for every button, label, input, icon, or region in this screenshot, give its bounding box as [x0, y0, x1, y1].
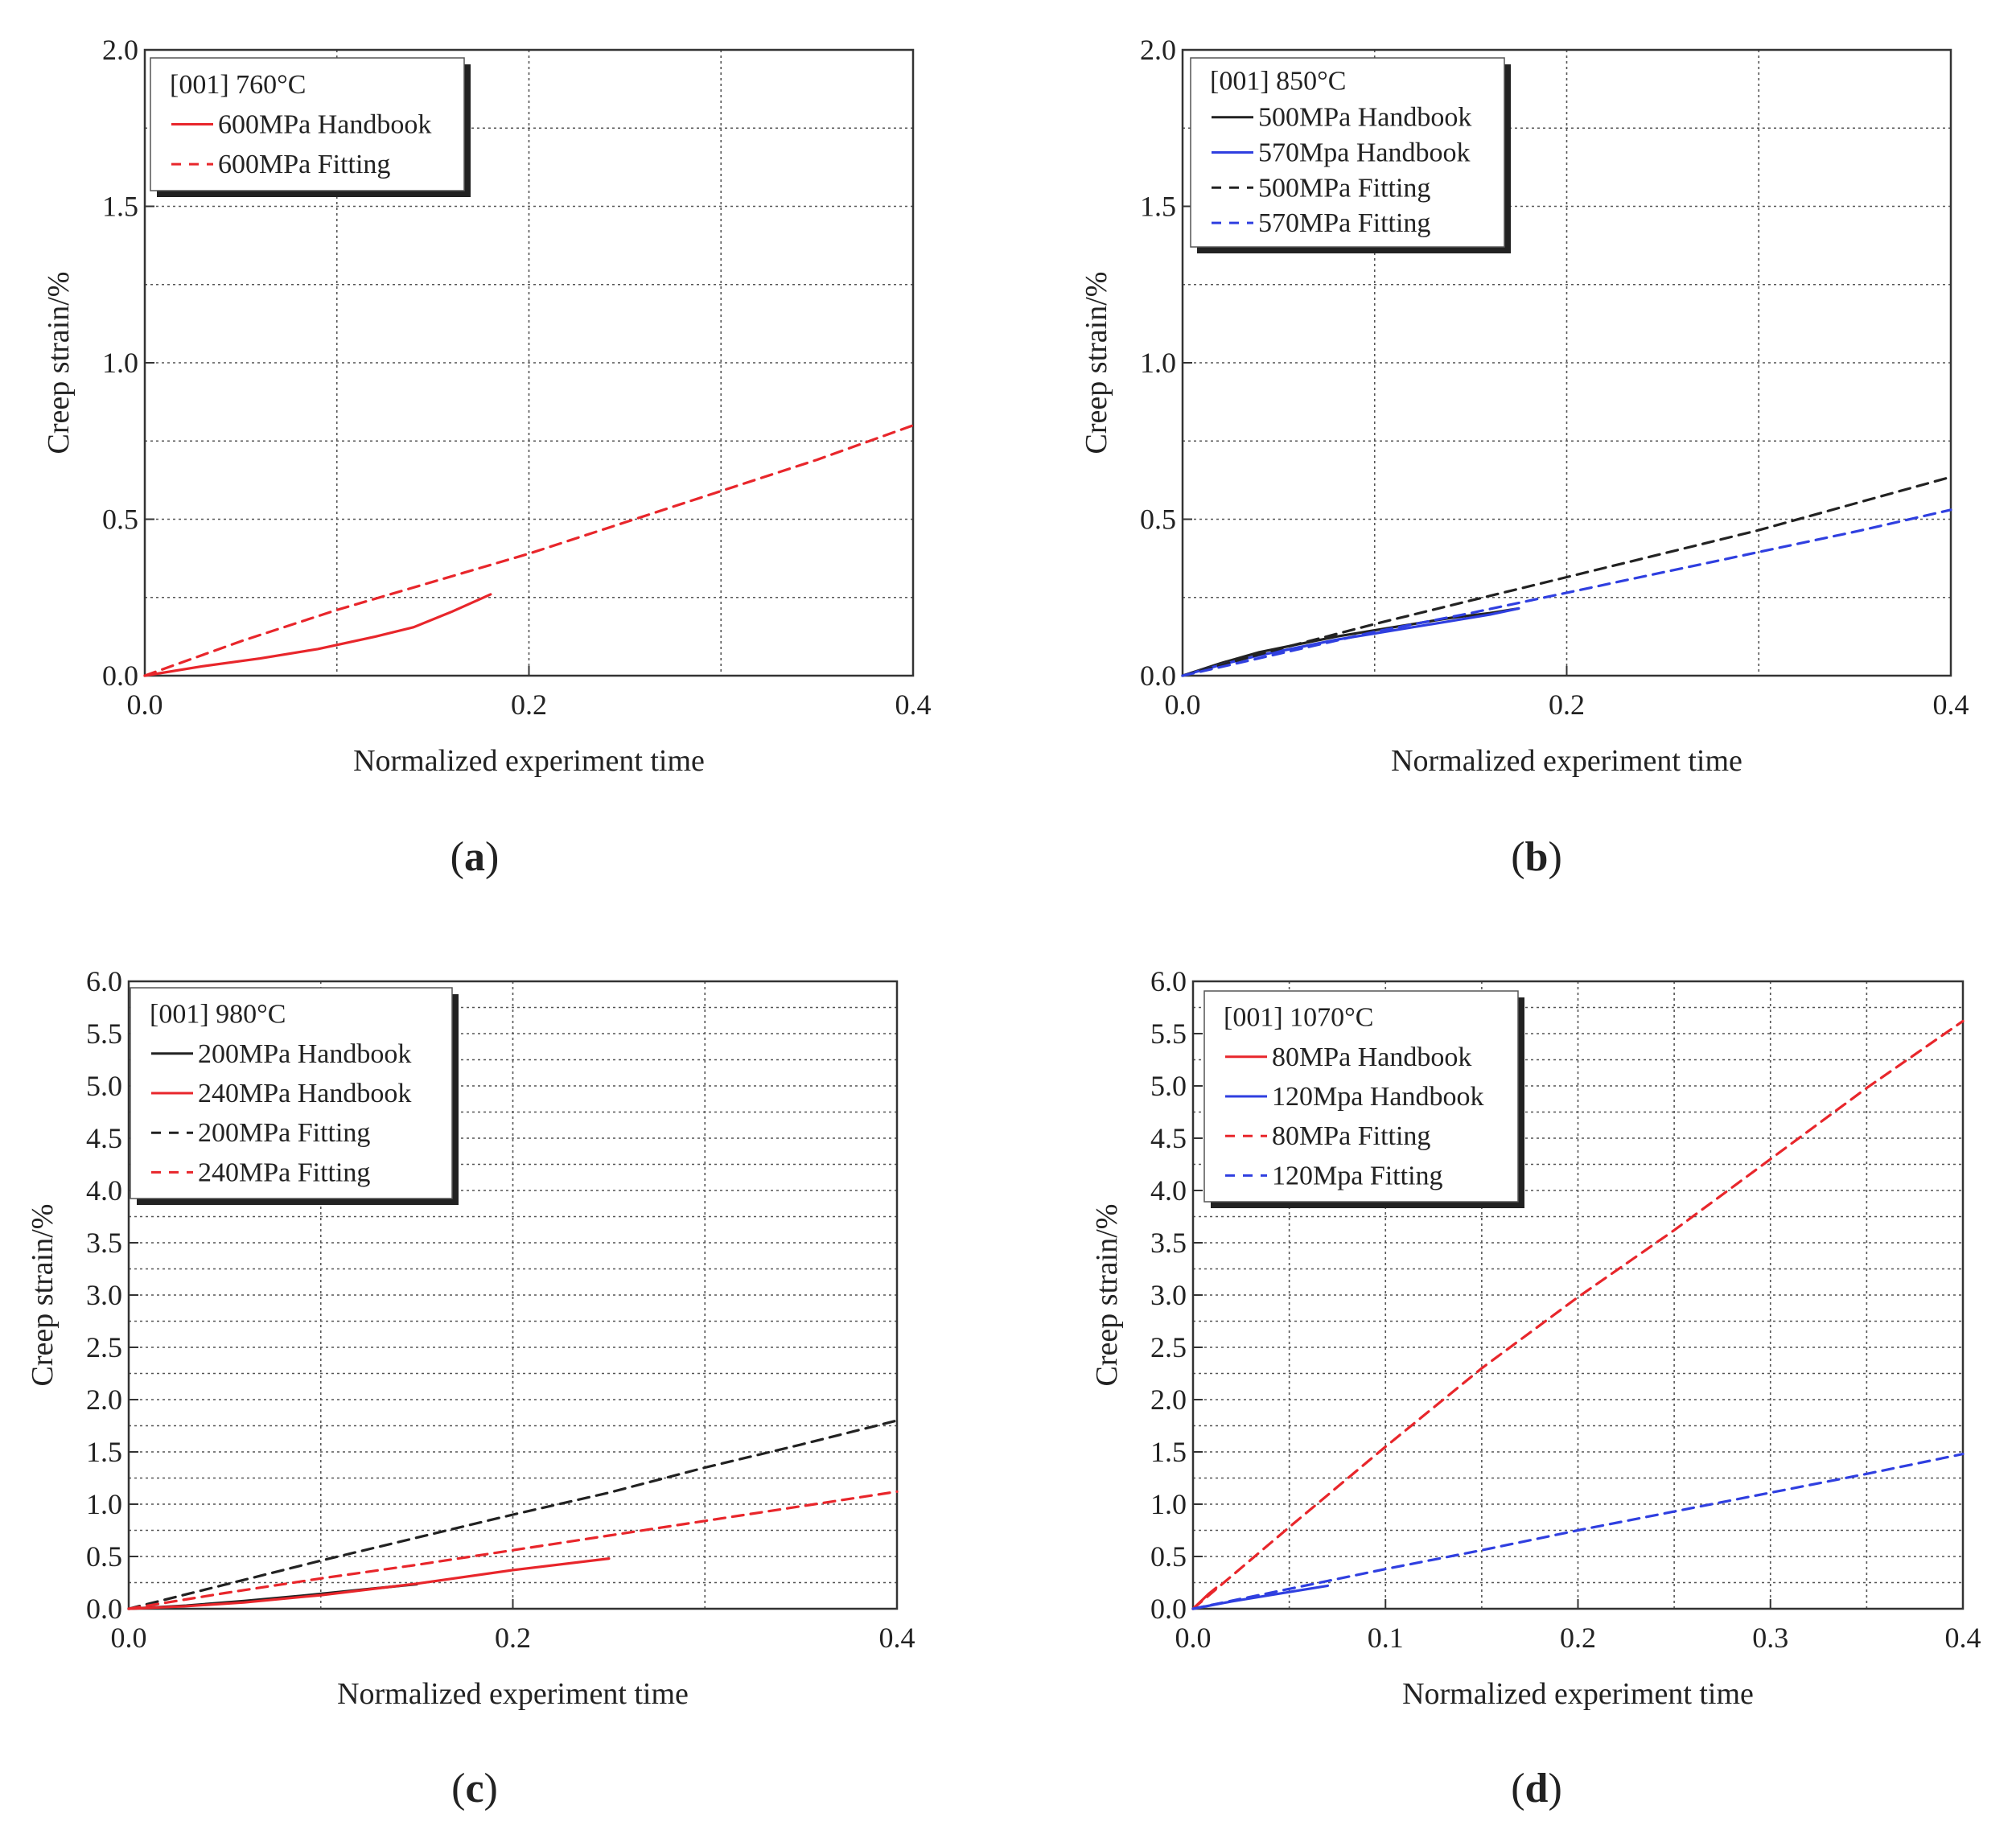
panel-b-legend-title: [001] 850°C [1210, 67, 1346, 97]
panel-c-y-tick-label: 5.0 [86, 1070, 122, 1102]
panel-c-legend-label-3: 200MPa Fitting [198, 1118, 370, 1148]
panel-a-x-tick-label: 0.0 [127, 689, 163, 721]
panel-a-series-1-line [143, 593, 492, 677]
panel-b-series-2-line [1181, 606, 1520, 677]
panel-c-y-tick-label: 2.5 [86, 1331, 122, 1363]
panel-a-series-2-line [143, 424, 915, 677]
panel-c-legend-title: [001] 980°C [150, 999, 286, 1029]
panel-d-x-axis-label: Normalized experiment time [1402, 1677, 1754, 1711]
panel-c-x-axis-label: Normalized experiment time [337, 1677, 689, 1711]
panel-c-y-tick-label: 5.5 [86, 1018, 122, 1050]
panel-c-y-tick-label: 4.0 [86, 1174, 122, 1207]
panel-c-y-tick-label: 6.0 [86, 965, 122, 997]
panel-b: 0.0 0.2 0.4 0.0 0.5 1.0 1.5 2.0 Normalized exper… [1080, 34, 1969, 880]
panel-a-x-axis-label: Normalized experiment time [353, 744, 705, 778]
panel-c-x-tick-label: 0.2 [495, 1622, 531, 1654]
panel-a-y-tick-label: 2.0 [102, 34, 138, 66]
panel-c-y-tick-label: 3.5 [86, 1227, 122, 1259]
panel-c-y-tick-label: 1.0 [86, 1488, 122, 1520]
panel-a-legend-label-2: 600MPa Fitting [218, 150, 390, 179]
panel-d-x-tick-label: 0.1 [1368, 1622, 1404, 1654]
panel-a-x-tick-label: 0.2 [511, 689, 547, 721]
panel-b-y-tick-label: 1.0 [1140, 347, 1176, 379]
panel-c-y-axis-label: Creep strain/% [26, 1204, 60, 1387]
panel-d-legend-label-3: 80MPa Fitting [1272, 1121, 1430, 1151]
panel-a-caption: (a) [451, 834, 500, 880]
panel-d-y-tick-label: 5.5 [1150, 1018, 1187, 1050]
panel-d-x-tick-label: 0.0 [1175, 1622, 1212, 1654]
panel-b-x-tick-label: 0.4 [1933, 689, 1969, 721]
panel-c-caption: (c) [451, 1766, 498, 1811]
panel-b-legend-label-4: 570MPa Fitting [1258, 208, 1430, 238]
panel-d-y-tick-label: 3.5 [1150, 1227, 1187, 1259]
panel-d-series-4-line [1191, 1452, 1965, 1610]
panel-b-y-axis-label: Creep strain/% [1080, 272, 1113, 454]
panel-c-legend-label-1: 200MPa Handbook [198, 1039, 411, 1069]
panel-d-legend-label-1: 80MPa Handbook [1272, 1042, 1471, 1072]
panel-a: 0.0 0.2 0.4 0.0 0.5 1.0 1.5 2.0 Normalized exper… [42, 34, 932, 880]
panel-c-series-2-line [127, 1556, 611, 1610]
panel-d-y-tick-label: 5.0 [1150, 1070, 1187, 1102]
panel-c-y-tick-label: 0.0 [86, 1593, 122, 1625]
panel-d-y-tick-label: 2.0 [1150, 1384, 1187, 1416]
panel-b-series-1-line [1181, 606, 1520, 677]
panel-b-y-tick-label: 0.0 [1140, 660, 1176, 692]
panel-b-legend-label-3: 500MPa Fitting [1258, 173, 1430, 203]
panel-c-x-tick-label: 0.0 [111, 1622, 147, 1654]
panel-d-x-tick-label: 0.4 [1945, 1622, 1981, 1654]
panel-b-caption: (b) [1511, 834, 1562, 880]
panel-a-y-tick-label: 1.0 [102, 347, 138, 379]
panel-d-series-3-line [1191, 1019, 1965, 1610]
panel-c-x-tick-label: 0.4 [879, 1622, 915, 1654]
panel-c-y-tick-label: 0.5 [86, 1540, 122, 1573]
panel-d-y-tick-label: 1.0 [1150, 1488, 1187, 1520]
panel-c-y-tick-label: 2.0 [86, 1384, 122, 1416]
panel-b-y-tick-label: 0.5 [1140, 504, 1176, 536]
panel-a-y-tick-label: 0.5 [102, 504, 138, 536]
panel-c-series-3-line [127, 1419, 899, 1610]
panel-b-x-axis-label: Normalized experiment time [1391, 744, 1742, 778]
panel-d-y-tick-label: 4.0 [1150, 1174, 1187, 1207]
panel-c-y-tick-label: 3.0 [86, 1279, 122, 1311]
panel-d-y-axis-label: Creep strain/% [1090, 1204, 1124, 1387]
panel-c-legend-label-2: 240MPa Handbook [198, 1079, 411, 1108]
panel-a-legend-label-1: 600MPa Handbook [218, 110, 431, 140]
panel-a-y-tick-label: 1.5 [102, 191, 138, 223]
panel-d-y-tick-label: 4.5 [1150, 1122, 1187, 1154]
panel-d: 0.0 0.1 0.2 0.3 0.4 0.0 0.5 1.0 1.5 2.0 2.5 3.0 3.5 4… [1090, 965, 1981, 1811]
panel-b-series-3-line [1181, 475, 1952, 677]
panel-d-y-tick-label: 2.5 [1150, 1331, 1187, 1363]
panel-d-x-tick-label: 0.2 [1560, 1622, 1596, 1654]
panel-c-series-4-line [127, 1490, 899, 1610]
panel-d-y-tick-label: 6.0 [1150, 965, 1187, 997]
panel-d-legend-label-2: 120Mpa Handbook [1272, 1082, 1483, 1112]
panel-d-y-tick-label: 3.0 [1150, 1279, 1187, 1311]
panel-b-x-tick-label: 0.0 [1165, 689, 1201, 721]
panel-a-x-tick-label: 0.4 [895, 689, 932, 721]
panel-c-y-tick-label: 1.5 [86, 1436, 122, 1468]
panel-b-series-4-line [1181, 508, 1952, 677]
panel-b-x-tick-label: 0.2 [1549, 689, 1585, 721]
panel-a-y-axis-label: Creep strain/% [42, 272, 76, 454]
panel-c-legend-label-4: 240MPa Fitting [198, 1157, 370, 1187]
panel-d-legend-label-4: 120Mpa Fitting [1272, 1161, 1443, 1190]
panel-d-y-tick-label: 1.5 [1150, 1436, 1187, 1468]
panel-b-legend-label-1: 500MPa Handbook [1258, 103, 1471, 133]
panel-d-y-tick-label: 0.0 [1150, 1593, 1187, 1625]
panel-b-legend-label-2: 570Mpa Handbook [1258, 138, 1470, 168]
panel-d-legend-title: [001] 1070°C [1224, 1002, 1373, 1032]
panel-d-caption: (d) [1511, 1766, 1562, 1811]
panel-a-legend-title: [001] 760°C [170, 70, 306, 100]
panel-b-y-tick-label: 2.0 [1140, 34, 1176, 66]
panel-c: 0.0 0.2 0.4 0.0 0.5 1.0 1.5 2.0 2.5 3.0 3.5 4.0 4.5 5… [26, 965, 915, 1811]
panel-b-y-tick-label: 1.5 [1140, 191, 1176, 223]
panel-d-y-tick-label: 0.5 [1150, 1540, 1187, 1573]
panel-a-y-tick-label: 0.0 [102, 660, 138, 692]
panel-c-y-tick-label: 4.5 [86, 1122, 122, 1154]
panel-d-x-tick-label: 0.3 [1752, 1622, 1788, 1654]
